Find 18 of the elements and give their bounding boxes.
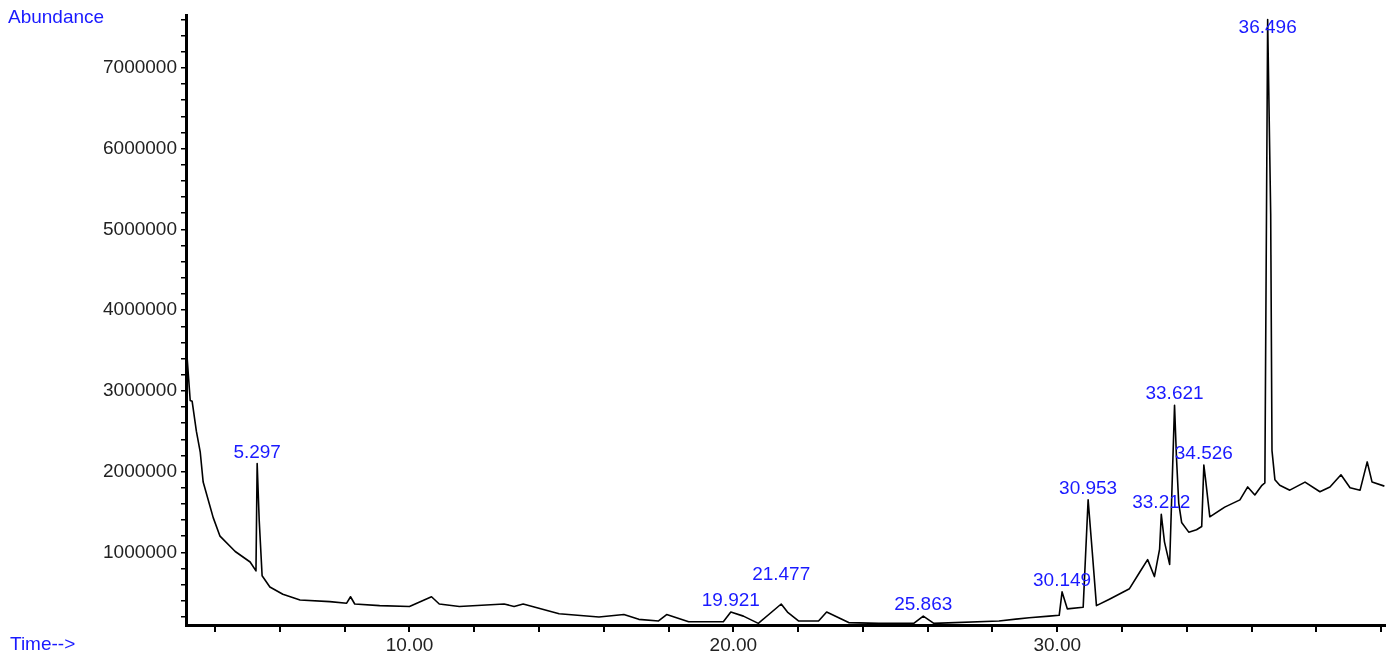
y-tick-label: 5000000 <box>103 217 177 239</box>
y-tick-label: 1000000 <box>103 540 177 562</box>
y-tick-label: 7000000 <box>103 56 177 78</box>
y-tick-label: 2000000 <box>103 459 177 481</box>
annotation: 33.621 <box>1145 382 1204 404</box>
y-tick-label: 6000000 <box>103 136 177 158</box>
x-axis-title: Time--> <box>10 633 76 655</box>
y-axis-title: Abundance <box>8 5 105 27</box>
x-tick-label: 20.00 <box>709 633 758 655</box>
y-tick-label: 4000000 <box>103 298 177 320</box>
x-tick-label: 30.00 <box>1033 633 1082 655</box>
annotation: 30.953 <box>1059 476 1118 498</box>
y-tick-label: 3000000 <box>103 379 177 401</box>
annotation: 21.477 <box>752 563 811 585</box>
x-tick-label: 10.00 <box>385 633 434 655</box>
annotation: 5.297 <box>233 440 281 462</box>
annotation: 19.921 <box>701 589 760 611</box>
annotation: 25.863 <box>894 593 953 615</box>
